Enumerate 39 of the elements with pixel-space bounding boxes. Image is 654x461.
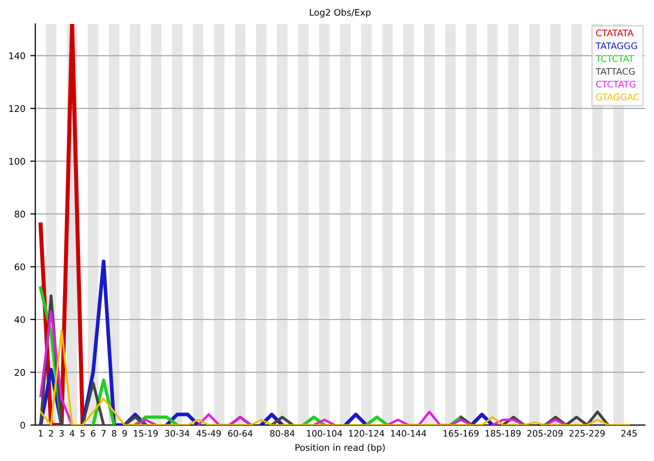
chart-title: Log2 Obs/Exp xyxy=(310,8,371,18)
x-tick-label: 225-229 xyxy=(569,430,605,437)
x-tick-label: 5 xyxy=(80,430,85,437)
y-tick-label: 20 xyxy=(14,369,25,376)
x-tick-label: 9 xyxy=(122,430,127,437)
y-tick-label: 80 xyxy=(14,210,25,218)
text: CTCTATG xyxy=(596,80,636,88)
y-tick-label: 140 xyxy=(9,52,25,60)
x-tick-label: 80-84 xyxy=(270,430,294,437)
x-tick-label: 205-209 xyxy=(527,430,563,437)
x-tick-label: 245 xyxy=(621,430,637,437)
x-tick-label: 8 xyxy=(112,430,116,437)
y-tick-label: 120 xyxy=(9,105,25,112)
x-tick-label: 4 xyxy=(70,430,74,437)
x-tick-label: 30-34 xyxy=(165,430,190,437)
x-tick-label: 15-19 xyxy=(134,430,158,437)
text: TATAGGG xyxy=(596,42,637,50)
x-tick-label: 120-124 xyxy=(349,430,384,437)
x-axis-title: Position in read (bp) xyxy=(296,444,385,453)
x-tick-label: 1 xyxy=(38,430,43,437)
x-tick-label: 60-64 xyxy=(228,430,252,437)
x-tick-label: 185-189 xyxy=(486,430,521,437)
x-tick-label: 45-49 xyxy=(196,430,221,437)
x-tick-label: 3 xyxy=(59,430,64,437)
text: TATTACG xyxy=(596,68,635,75)
text: TCTCTAT xyxy=(596,55,634,62)
x-tick-label: 165-169 xyxy=(444,430,479,437)
x-tick-label: 2 xyxy=(48,430,53,437)
text: CTATATA xyxy=(596,30,634,36)
x-tick-label: 6 xyxy=(90,430,96,437)
y-tick-label: 0 xyxy=(20,422,25,429)
y-tick-label: 40 xyxy=(14,316,25,324)
y-tick-label: 60 xyxy=(14,263,25,270)
x-tick-label: 140-144 xyxy=(391,430,426,437)
text: GTAGGAC xyxy=(596,94,639,100)
line-series xyxy=(40,329,630,426)
x-tick-label: 7 xyxy=(102,430,106,437)
y-tick-label: 100 xyxy=(9,158,25,165)
x-tick-label: 100-104 xyxy=(306,430,342,437)
